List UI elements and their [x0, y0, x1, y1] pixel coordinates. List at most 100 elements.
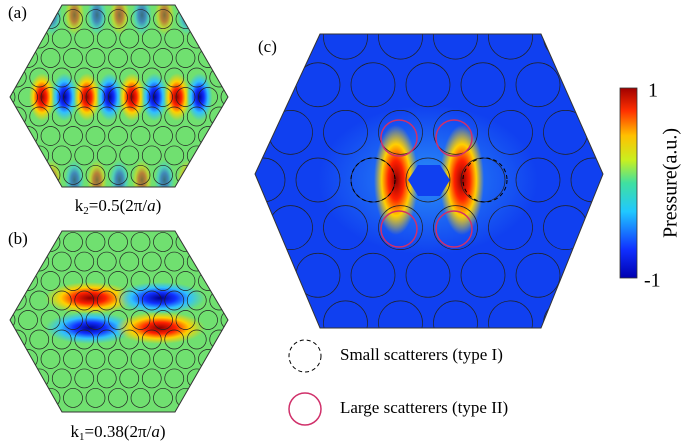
scatterer — [175, 310, 196, 330]
scatterer — [268, 300, 313, 328]
scatterer — [232, 107, 251, 126]
scatterer — [244, 349, 263, 368]
scatterer — [198, 232, 218, 252]
scatterer — [153, 48, 173, 68]
scatterer — [543, 34, 588, 60]
scatterer — [255, 107, 274, 126]
scatterer — [119, 290, 140, 311]
scatterer — [10, 28, 27, 49]
scatterer — [164, 290, 185, 311]
scatterer — [130, 388, 151, 408]
scatterer — [74, 145, 95, 166]
scatterer — [51, 106, 72, 127]
scatterer — [40, 87, 61, 107]
scatterer — [40, 271, 61, 291]
caption: k1=0.38(2π/a) — [71, 422, 166, 443]
scatterer — [220, 9, 228, 29]
scatterer — [130, 310, 151, 330]
scatterer — [460, 252, 506, 298]
field-c — [255, 15, 685, 345]
panel-label: (c) — [258, 37, 277, 56]
scatterer — [130, 87, 151, 107]
scatterer — [85, 349, 106, 369]
scatterer — [255, 34, 258, 60]
scatterer — [153, 165, 173, 185]
scatterer — [29, 67, 50, 88]
scatterer — [74, 28, 95, 49]
scatterer — [186, 67, 207, 88]
scatterer — [141, 251, 162, 272]
scatterer — [209, 368, 228, 389]
scatterer — [85, 310, 106, 330]
scatterer — [130, 271, 151, 291]
scatterer — [244, 88, 263, 107]
scatterer — [244, 388, 263, 407]
scatterer — [0, 29, 4, 48]
scatterer — [198, 165, 218, 185]
scatterer — [108, 87, 128, 107]
colorbar — [619, 87, 638, 279]
scatterer — [378, 110, 423, 155]
scatterer — [0, 107, 4, 126]
scatterer — [295, 157, 341, 203]
scatterer — [244, 272, 263, 291]
scatterer — [164, 28, 185, 49]
caption: k2=0.5(2π/a) — [75, 196, 161, 217]
scatterer — [10, 126, 16, 146]
scatterer — [51, 67, 72, 88]
scatterer — [433, 205, 478, 250]
legend-entry: Small scatterers (type I) — [340, 345, 503, 364]
scatterer — [654, 301, 685, 345]
scatterer — [244, 10, 263, 29]
scatterer — [405, 157, 451, 203]
scatterer — [654, 15, 685, 59]
scatterer — [488, 110, 533, 155]
scatterer — [141, 145, 162, 166]
scatterer — [232, 291, 251, 310]
scatterer — [96, 290, 117, 311]
scatterer — [85, 87, 106, 107]
field-b — [0, 231, 274, 412]
scatterer — [40, 349, 61, 369]
scatterer — [85, 388, 106, 408]
scatterer — [10, 271, 16, 291]
scatterer — [51, 329, 72, 350]
scatterer — [515, 252, 561, 298]
scatterer — [10, 48, 16, 68]
field-a — [0, 5, 274, 187]
scatterer — [85, 232, 106, 252]
scatterer — [153, 388, 173, 408]
scatterer — [119, 106, 140, 127]
scatterer — [10, 145, 27, 166]
scatterer — [543, 300, 588, 328]
scatterer — [488, 205, 533, 250]
scatterer — [255, 369, 274, 388]
scatterer — [433, 110, 478, 155]
scatterer — [681, 158, 685, 202]
scatterer — [141, 290, 162, 311]
scatterer — [244, 311, 263, 330]
scatterer — [570, 252, 603, 298]
scatterer — [153, 126, 173, 146]
scatterer — [108, 310, 128, 330]
scatterer — [0, 68, 4, 87]
scatterer — [74, 290, 95, 311]
scatterer — [255, 62, 286, 108]
scatterer — [0, 291, 4, 310]
scatterer — [186, 290, 207, 311]
scatterer — [323, 300, 368, 328]
scatterer — [63, 165, 83, 185]
scatterer — [141, 106, 162, 127]
scatterer — [74, 368, 95, 389]
scatterer — [96, 368, 117, 389]
scatterer — [153, 349, 173, 369]
scatterer — [323, 110, 368, 155]
scatterer — [18, 388, 38, 408]
scatterer — [220, 310, 228, 330]
scatterer — [164, 106, 185, 127]
scatterer — [209, 251, 228, 272]
scatterer — [405, 252, 451, 298]
scatterer — [164, 368, 185, 389]
scatterer — [164, 329, 185, 350]
